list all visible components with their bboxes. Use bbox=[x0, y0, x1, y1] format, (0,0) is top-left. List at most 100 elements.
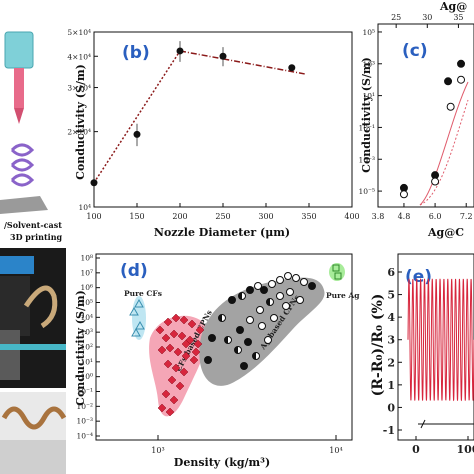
chart-b-trend-line bbox=[179, 50, 305, 75]
chart-b-x-tick-label: 200 bbox=[172, 212, 187, 221]
chart-c-y-tick-label: 10⁵ bbox=[362, 28, 375, 37]
ag-cpn-marker bbox=[308, 282, 316, 290]
chart-c-y-tick-label: 10⁻⁵ bbox=[358, 187, 375, 196]
chart-b-x-tick-label: 300 bbox=[258, 212, 273, 221]
cfs-cpn-marker bbox=[181, 351, 191, 361]
chart-b-x-tick-label: 150 bbox=[129, 212, 144, 221]
cfs-cpn-marker bbox=[163, 359, 173, 369]
ag-cpn-marker bbox=[286, 288, 294, 296]
chart-e-x-tick-label: 100 bbox=[457, 443, 474, 456]
chart-d-y-tick-label: 10⁷ bbox=[80, 268, 93, 277]
chart-b-y-tick-label: 10⁴ bbox=[78, 203, 91, 212]
chart-e-y-tick-label: 4 bbox=[387, 311, 395, 324]
cfs-cpn-marker bbox=[191, 347, 201, 357]
chart-c-frame bbox=[377, 23, 474, 208]
chart-c-filled-point bbox=[457, 59, 466, 68]
ag-cpn-marker bbox=[208, 334, 216, 342]
cfs-cpn-marker bbox=[169, 329, 179, 339]
chart-e-y-tick-label: 1 bbox=[387, 379, 395, 392]
chart-c-top-tick-label: 25 bbox=[391, 13, 401, 22]
caption-line-1: /Solvent-cast bbox=[4, 220, 62, 230]
ag-cpns-region bbox=[199, 277, 325, 386]
cfs-cpn-marker bbox=[157, 345, 167, 355]
chart-c-open-point bbox=[431, 177, 440, 186]
chart-b-trend-line bbox=[93, 50, 181, 184]
pure-ag-label: Pure Ag bbox=[326, 291, 360, 300]
ag-cpn-marker bbox=[270, 314, 278, 322]
ag-cpn-marker bbox=[296, 296, 304, 304]
ag-cpn-marker bbox=[246, 316, 254, 324]
chart-c-top-tick-label: 30 bbox=[422, 13, 432, 22]
chart-e-y-tick-label: 0 bbox=[387, 401, 395, 414]
pure-ag-region bbox=[329, 263, 345, 281]
chart-b-xlabel: Nozzle Diameter (μm) bbox=[154, 226, 290, 239]
ag-cpn-marker bbox=[276, 276, 284, 284]
cfs-cpn-marker bbox=[171, 313, 181, 323]
pure-cfs-marker bbox=[131, 327, 141, 337]
chart-e-y-tick-label: 5 bbox=[387, 289, 395, 302]
chart-c-open-point bbox=[399, 190, 408, 199]
chart-b-x-tick-label: 350 bbox=[301, 212, 316, 221]
printing-schematic-photo: /Solvent-cast 3D printing bbox=[0, 0, 66, 242]
chart-e-panel-label: (e) bbox=[405, 267, 432, 287]
ag-cpn-marker-half bbox=[252, 352, 256, 360]
chart-d-y-tick-label: 10⁰ bbox=[80, 372, 93, 381]
ag-cpn-marker bbox=[246, 286, 254, 294]
ag-cpn-marker bbox=[236, 326, 244, 334]
chart-e-ylabel: (R-R₀)/R₀ (%) bbox=[370, 294, 386, 397]
cfs-cpn-marker bbox=[173, 347, 183, 357]
chart-e-break bbox=[420, 419, 426, 429]
ag-cpn-marker bbox=[244, 338, 252, 346]
chart-e-y-tick-label: -1 bbox=[383, 424, 395, 437]
chart-e-y-tick-label: 3 bbox=[387, 334, 395, 347]
cfs-cpn-marker bbox=[175, 381, 185, 391]
chart-d-y-tick-label: 10⁻² bbox=[76, 402, 93, 411]
chart-c-open-point bbox=[457, 75, 466, 84]
ag-cpn-marker bbox=[258, 322, 266, 330]
ag-cpn-marker-half bbox=[238, 292, 242, 300]
cfs-cpn-marker bbox=[155, 325, 165, 335]
cfs-cpn-marker bbox=[161, 333, 171, 343]
ag-cpn-marker-half bbox=[266, 298, 270, 306]
ag-cpn-marker bbox=[300, 278, 308, 286]
chart-b-y-tick-label: 5×10⁴ bbox=[67, 28, 91, 37]
chart-d-y-tick-label: 10⁻³ bbox=[76, 417, 93, 426]
cfs-cpn-marker bbox=[177, 331, 187, 341]
ag-cpn-marker bbox=[204, 356, 212, 364]
ag-cpn-marker bbox=[254, 282, 262, 290]
chart-c-y-tick-label: 10⁻³ bbox=[358, 155, 375, 164]
chart-b-x-tick-label: 400 bbox=[344, 212, 359, 221]
ag-cpn-marker bbox=[282, 302, 290, 310]
cfs-cpn-marker bbox=[157, 403, 167, 413]
chart-b-data-point bbox=[90, 179, 98, 187]
chart-c-x-tick-label: 4.8 bbox=[398, 212, 411, 221]
cfs-cpn-marker bbox=[189, 355, 199, 365]
cfs-cpn-marker bbox=[179, 315, 189, 325]
caption-line-2: 3D printing bbox=[10, 232, 63, 242]
chart-c-top-label: Ag@ bbox=[439, 0, 467, 13]
chart-c-y-tick-label: 10¹ bbox=[362, 92, 375, 101]
chart-e: (e) (R-R₀)/R₀ (%) -1 0 1 2 3 4 5 6 0 100 bbox=[370, 253, 474, 456]
chart-b-data-point bbox=[176, 47, 184, 55]
chart-d-xlabel: Density (kg/m³) bbox=[174, 456, 270, 469]
ag-cpn-marker bbox=[268, 280, 276, 288]
chart-c-open-point bbox=[446, 102, 455, 111]
pure-cfs-marker bbox=[129, 306, 139, 316]
ag-cpn-marker bbox=[276, 292, 284, 300]
chart-c-x-tick-label: 3.8 bbox=[372, 212, 385, 221]
chart-c-filled-point bbox=[444, 77, 453, 86]
chart-d-y-tick-label: 10⁴ bbox=[80, 313, 93, 322]
chart-d-y-tick-label: 10² bbox=[80, 343, 93, 352]
chart-c-xlabel: Ag@C bbox=[427, 226, 464, 239]
cfs-cpn-marker bbox=[165, 343, 175, 353]
chart-d-x-tick-label: 10⁴ bbox=[329, 446, 342, 455]
chart-b-y-tick-label: 2×10⁴ bbox=[67, 128, 91, 137]
cfs-cpn-marker bbox=[195, 325, 205, 335]
chart-c-top-tick-label: 35 bbox=[453, 13, 463, 22]
chart-b-panel-label: (b) bbox=[122, 43, 150, 63]
chart-d-ylabel: Conductivity (S/m) bbox=[74, 290, 87, 406]
chart-b-data-point bbox=[219, 52, 227, 60]
cfs-cpn-marker bbox=[187, 319, 197, 329]
pure-cfs-label: Pure CFs bbox=[124, 289, 162, 298]
chart-b: (b) Nozzle Diameter (μm) Conductivity (S… bbox=[67, 28, 359, 239]
